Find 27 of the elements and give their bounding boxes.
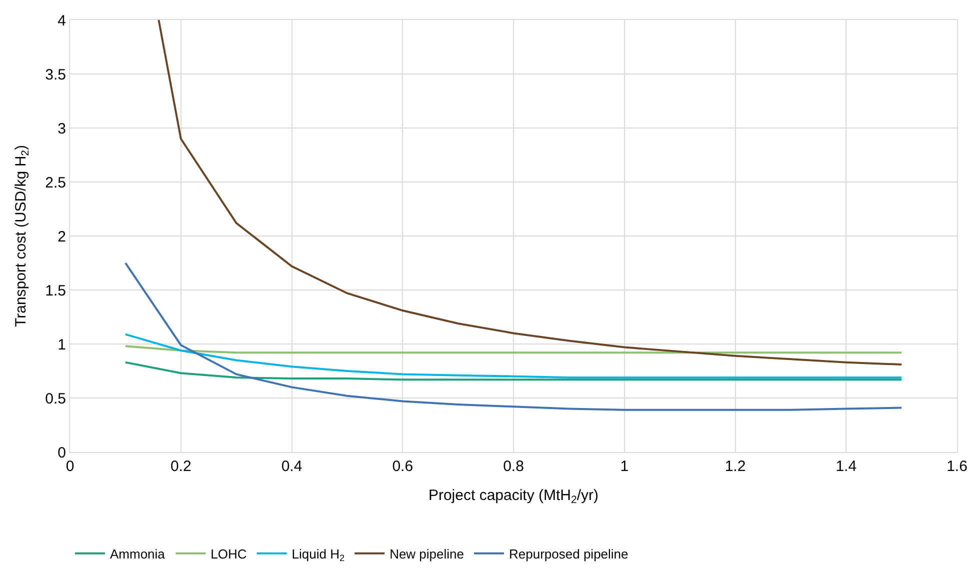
- x-tick-label: 1.4: [836, 458, 857, 475]
- legend-label: Repurposed pipeline: [509, 546, 628, 562]
- line-series: [158, 20, 903, 366]
- line-series: [124, 333, 903, 378]
- x-tick-label: 1.2: [724, 458, 746, 475]
- legend-label: Liquid H$_{2}$: [292, 546, 345, 564]
- line-series: [124, 361, 903, 381]
- y-tick-label: 3: [58, 120, 66, 138]
- y-tick-label: 0: [58, 444, 66, 462]
- y-tick-label: 1.5: [45, 282, 66, 300]
- x-tick-label: 1: [620, 458, 629, 475]
- legend-label: New pipeline: [390, 546, 464, 562]
- x-tick-label: 0.2: [170, 458, 192, 475]
- x-tick-label: 1.6: [946, 458, 968, 475]
- x-axis-title: Project capacity (MtH$_{2}$/yr): [428, 487, 599, 506]
- y-tick-label: 1: [58, 336, 66, 354]
- y-tick-label: 4: [58, 12, 66, 30]
- line-series: [124, 262, 903, 411]
- x-tick-label: 0.4: [281, 458, 302, 475]
- y-tick-label: 2.5: [45, 174, 66, 192]
- y-tick-label: 3.5: [45, 66, 66, 84]
- y-tick-label: 2: [58, 228, 66, 246]
- legend-label: Ammonia: [110, 546, 166, 562]
- legend-label: LOHC: [210, 546, 247, 562]
- x-tick-label: 0.8: [503, 458, 524, 475]
- y-tick-label: 0.5: [45, 390, 66, 408]
- x-tick-label: 0.6: [392, 458, 414, 475]
